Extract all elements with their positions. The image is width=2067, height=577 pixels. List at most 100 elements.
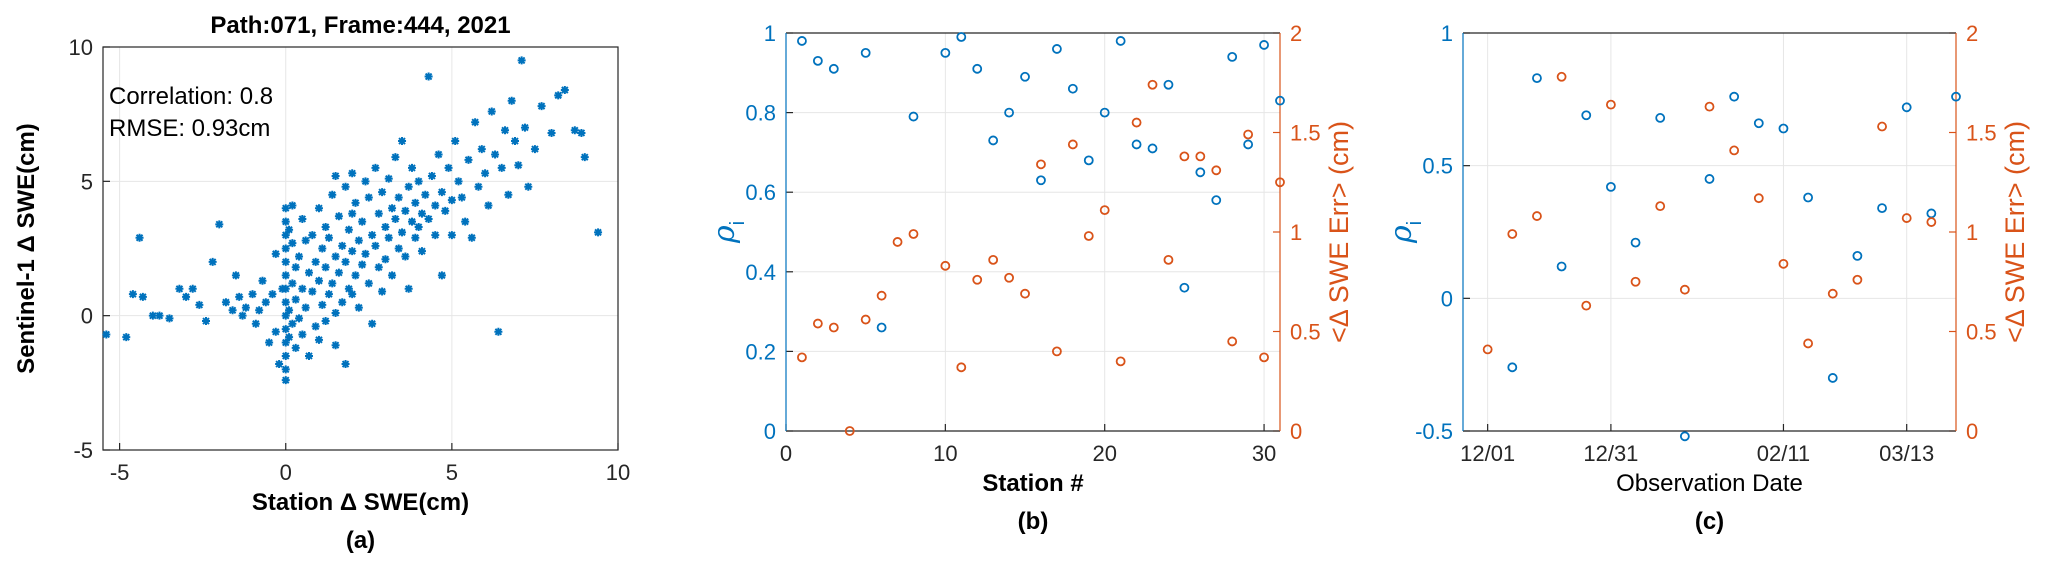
b-rho-point	[972, 63, 983, 74]
c-rho-point	[1729, 91, 1740, 102]
a-data-point	[378, 188, 387, 197]
a-data-point	[281, 311, 290, 320]
a-data-point	[328, 279, 337, 288]
b-rho-point	[860, 48, 871, 58]
b-panel-label: (b)	[1018, 508, 1049, 535]
b-swe-err-point	[1036, 159, 1046, 170]
a-data-point	[421, 190, 430, 199]
a-data-point	[165, 314, 174, 323]
b-ytick-left-label: 0	[764, 419, 776, 444]
a-data-point	[358, 217, 367, 226]
a-data-point	[501, 126, 510, 135]
a-data-point	[401, 252, 410, 261]
a-data-point	[291, 263, 300, 272]
a-data-point	[471, 118, 480, 127]
a-data-point	[334, 212, 343, 221]
a-data-point	[321, 317, 330, 326]
b-swe-err-point	[1115, 356, 1126, 367]
a-data-point	[298, 214, 307, 223]
a-data-point	[348, 247, 357, 256]
a-y-axis-label: Sentinel-1 Δ SWE(cm)	[13, 123, 40, 374]
b-swe-err-point	[908, 229, 919, 239]
b-swe-err-point	[1099, 205, 1110, 216]
a-data-point	[251, 319, 260, 328]
a-data-point	[530, 145, 539, 154]
a-data-point	[344, 225, 353, 234]
a-data-point	[414, 223, 423, 232]
a-data-point	[431, 231, 440, 240]
b-rho-point	[1259, 40, 1269, 50]
a-data-point	[331, 308, 340, 317]
b-rho-point	[1275, 95, 1285, 106]
c-swe-err-point	[1655, 201, 1666, 212]
a-data-point	[318, 300, 327, 309]
a-data-point	[255, 306, 264, 315]
a-xtick-label: 0	[280, 460, 292, 485]
b-swe-err-point	[1067, 139, 1078, 150]
a-data-point	[338, 298, 347, 307]
b-x-axis-label: Station #	[982, 470, 1083, 497]
c-ytick-left-label: 0	[1441, 286, 1453, 311]
a-data-point	[511, 137, 519, 146]
a-data-point	[491, 150, 500, 159]
c-rho-point	[1852, 250, 1863, 261]
b-ytick-left-label: 1	[764, 21, 776, 46]
b-swe-err-point	[988, 254, 999, 265]
b-swe-err-point	[1083, 231, 1094, 241]
a-data-point	[354, 236, 363, 245]
a-data-point	[474, 182, 483, 191]
a-data-point	[394, 244, 403, 253]
a-data-point	[341, 257, 350, 266]
c-swe-err-point	[1852, 274, 1863, 285]
a-data-point	[517, 56, 526, 65]
a-data-point	[135, 233, 144, 242]
a-data-point	[281, 244, 290, 253]
b-rho-point	[1147, 143, 1158, 154]
a-data-point	[464, 155, 473, 164]
a-data-point	[265, 338, 274, 347]
b-rho-point	[1083, 155, 1094, 166]
b-y-axis-left-rho: ρ	[707, 225, 742, 244]
a-data-point	[155, 311, 164, 320]
b-rho-point	[812, 55, 823, 66]
a-data-point	[494, 327, 503, 336]
a-data-point	[354, 303, 363, 312]
a-data-point	[437, 271, 446, 280]
c-swe-err-point	[1581, 300, 1592, 311]
b-y-axis-right-label: <Δ SWE Err> (cm)	[1324, 121, 1354, 343]
c-rho-point	[1951, 91, 1961, 102]
a-data-point	[275, 360, 284, 369]
b-swe-err-point	[1179, 151, 1190, 162]
a-data-point	[228, 306, 237, 315]
c-swe-err-point	[1606, 99, 1616, 110]
a-data-point	[288, 239, 297, 248]
b-ytick-left-label: 0.8	[745, 101, 776, 126]
c-ytick-left-label: 1	[1441, 21, 1453, 46]
b-rho-point	[1036, 175, 1046, 186]
a-data-point	[128, 290, 137, 299]
a-data-point	[314, 276, 323, 285]
b-ytick-left-label: 0.4	[745, 260, 776, 285]
a-data-point	[467, 233, 476, 242]
c-swe-err-point	[1532, 211, 1542, 221]
a-data-point	[391, 214, 400, 223]
a-data-point	[424, 214, 433, 223]
a-data-point	[241, 303, 250, 312]
a-data-point	[371, 241, 380, 250]
c-swe-err-point	[1803, 338, 1813, 349]
a-data-point	[361, 249, 370, 258]
b-ytick-right-label: 0	[1290, 419, 1302, 444]
a-data-point	[384, 174, 393, 183]
a-data-point	[427, 171, 436, 180]
a-data-point	[338, 241, 347, 250]
a-data-point	[281, 351, 290, 360]
c-swe-err-point	[1753, 193, 1764, 204]
c-rho-point	[1827, 373, 1838, 383]
c-swe-err-point	[1679, 284, 1690, 295]
a-data-point	[570, 126, 579, 135]
a-axes-frame	[102, 46, 619, 451]
a-data-point	[288, 201, 297, 210]
c-swe-err-point	[1729, 145, 1740, 156]
a-data-point	[298, 330, 307, 339]
a-data-point	[554, 91, 563, 100]
